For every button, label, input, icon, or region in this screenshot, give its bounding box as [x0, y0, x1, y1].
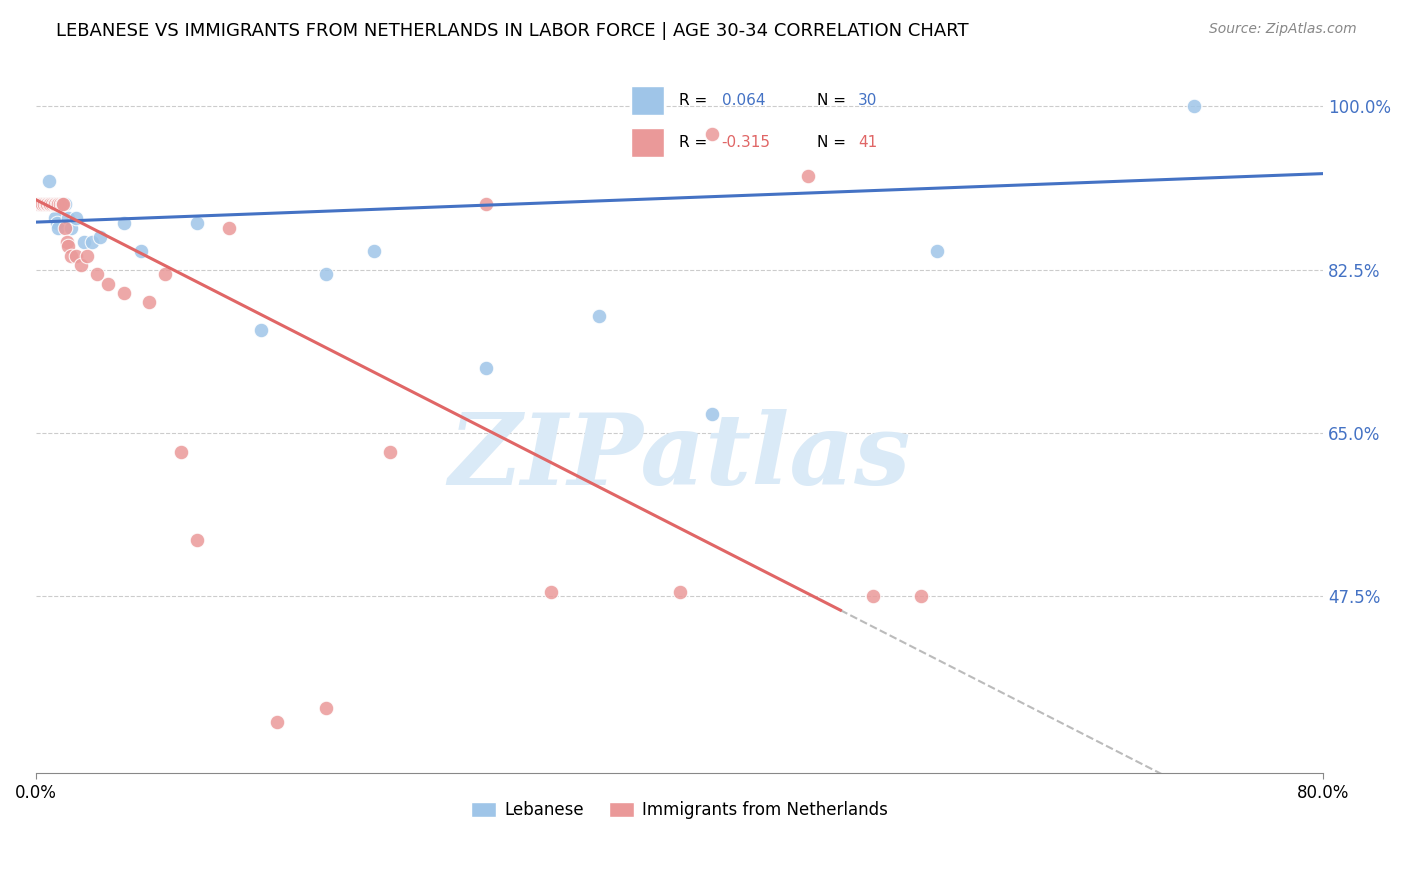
Point — [65, 211, 87, 226]
Point — [41, 197, 63, 211]
Point — [48, 197, 70, 211]
Point — [56, 239, 79, 253]
Point — [38, 174, 60, 188]
Text: ZIPatlas: ZIPatlas — [449, 409, 911, 506]
Point — [39, 197, 62, 211]
Point — [38, 197, 60, 211]
Point — [170, 444, 193, 458]
Point — [41, 197, 63, 211]
Point — [55, 235, 77, 249]
Point — [51, 197, 73, 211]
Point — [315, 701, 337, 715]
Point — [588, 310, 610, 324]
Point — [700, 407, 723, 421]
Point — [52, 197, 75, 211]
Point — [475, 360, 498, 375]
Point — [37, 197, 59, 211]
Point — [114, 216, 136, 230]
Point — [56, 211, 79, 226]
Point — [138, 295, 160, 310]
Point — [31, 197, 53, 211]
Point — [39, 197, 62, 211]
Point — [30, 197, 52, 211]
Point — [700, 128, 723, 142]
Point — [65, 249, 87, 263]
Point — [53, 197, 76, 211]
Point — [48, 220, 70, 235]
Point — [797, 169, 820, 184]
Point — [76, 249, 98, 263]
Point — [363, 244, 385, 258]
Point — [31, 197, 53, 211]
Point — [28, 197, 51, 211]
Point — [668, 584, 690, 599]
Point — [42, 197, 65, 211]
Point — [45, 216, 67, 230]
Point — [37, 197, 59, 211]
Point — [32, 197, 55, 211]
Point — [97, 277, 120, 291]
Point — [89, 230, 111, 244]
Point — [44, 197, 66, 211]
Point — [60, 249, 83, 263]
Point — [44, 211, 66, 226]
Point — [129, 244, 152, 258]
Point — [86, 268, 108, 282]
Point — [114, 285, 136, 300]
Text: LEBANESE VS IMMIGRANTS FROM NETHERLANDS IN LABOR FORCE | AGE 30-34 CORRELATION C: LEBANESE VS IMMIGRANTS FROM NETHERLANDS … — [56, 22, 969, 40]
Point — [32, 197, 55, 211]
Point — [73, 235, 96, 249]
Point — [186, 533, 208, 548]
Legend: Lebanese, Immigrants from Netherlands: Lebanese, Immigrants from Netherlands — [464, 795, 894, 826]
Point — [862, 589, 884, 603]
Point — [186, 216, 208, 230]
Point — [53, 220, 76, 235]
Point — [34, 197, 56, 211]
Point — [925, 244, 948, 258]
Text: Source: ZipAtlas.com: Source: ZipAtlas.com — [1209, 22, 1357, 37]
Point — [60, 220, 83, 235]
Point — [82, 235, 104, 249]
Point — [70, 258, 93, 272]
Point — [34, 197, 56, 211]
Point — [153, 268, 176, 282]
Point — [49, 197, 72, 211]
Point — [218, 220, 240, 235]
Point — [45, 197, 67, 211]
Point — [910, 589, 932, 603]
Point — [266, 715, 288, 730]
Point — [51, 197, 73, 211]
Point — [315, 268, 337, 282]
Point — [28, 197, 51, 211]
Point — [250, 323, 273, 337]
Point — [475, 197, 498, 211]
Point — [378, 444, 401, 458]
Point — [1184, 99, 1206, 113]
Point — [540, 584, 562, 599]
